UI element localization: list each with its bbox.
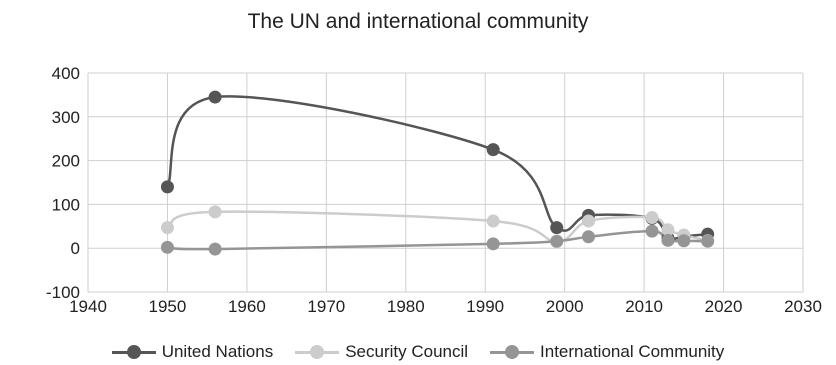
x-tick-label: 2000 bbox=[546, 297, 584, 316]
x-tick-label: 1970 bbox=[307, 297, 345, 316]
y-tick-label: 300 bbox=[52, 108, 80, 127]
legend-label-united-nations: United Nations bbox=[161, 342, 274, 361]
legend-label-international-community: International Community bbox=[540, 342, 725, 361]
y-tick-label: 200 bbox=[52, 152, 80, 171]
data-point-series-2 bbox=[677, 234, 691, 248]
legend-swatch-united-nations bbox=[111, 345, 156, 359]
y-tick-label: 400 bbox=[52, 64, 80, 83]
data-point-series-1 bbox=[160, 221, 174, 235]
x-tick-label: 1960 bbox=[228, 297, 266, 316]
data-point-series-0 bbox=[486, 143, 500, 157]
x-tick-label: 1990 bbox=[466, 297, 504, 316]
legend-item-security-council: Security Council bbox=[295, 342, 468, 362]
x-tick-label: 1980 bbox=[387, 297, 425, 316]
data-point-series-0 bbox=[208, 90, 222, 104]
legend-label-security-council: Security Council bbox=[345, 342, 469, 361]
x-tick-label: 2020 bbox=[705, 297, 743, 316]
data-point-series-2 bbox=[582, 230, 595, 244]
legend-item-international-community: International Community bbox=[490, 342, 724, 362]
data-point-series-2 bbox=[208, 242, 222, 256]
data-point-series-0 bbox=[550, 221, 564, 235]
data-point-series-0 bbox=[160, 180, 174, 194]
data-point-series-1 bbox=[661, 223, 675, 237]
data-point-series-1 bbox=[582, 214, 595, 228]
x-tick-label: 2030 bbox=[784, 297, 822, 316]
x-tick-label: 1950 bbox=[149, 297, 187, 316]
legend-swatch-international-community bbox=[490, 345, 535, 359]
data-point-series-2 bbox=[550, 234, 564, 248]
y-tick-label: 0 bbox=[71, 239, 80, 258]
data-point-series-1 bbox=[645, 211, 659, 225]
data-point-series-1 bbox=[486, 214, 500, 228]
series-line-2 bbox=[167, 229, 708, 251]
axis-tick-labels: -100 0 100 200 300 400 1940 1950 1960 1970 1980 199… bbox=[46, 64, 822, 316]
series-line-1 bbox=[166, 210, 708, 243]
data-point-series-2 bbox=[661, 233, 675, 247]
x-tick-label: 1940 bbox=[69, 297, 107, 316]
y-tick-label: 100 bbox=[52, 195, 80, 214]
series-points bbox=[160, 90, 715, 256]
y-tick-label: -100 bbox=[46, 283, 80, 302]
data-point-series-2 bbox=[701, 234, 715, 248]
legend: United Nations Security Council Internat… bbox=[0, 342, 836, 362]
grid-lines bbox=[87, 72, 804, 293]
series-lines bbox=[166, 95, 708, 251]
data-point-series-2 bbox=[645, 224, 659, 238]
data-point-series-2 bbox=[160, 240, 174, 254]
chart-title: The UN and international community bbox=[247, 10, 589, 33]
data-point-series-2 bbox=[486, 237, 500, 251]
data-point-series-1 bbox=[208, 205, 222, 219]
x-tick-label: 2010 bbox=[625, 297, 663, 316]
legend-item-united-nations: United Nations bbox=[111, 342, 274, 362]
legend-swatch-security-council bbox=[295, 345, 340, 359]
